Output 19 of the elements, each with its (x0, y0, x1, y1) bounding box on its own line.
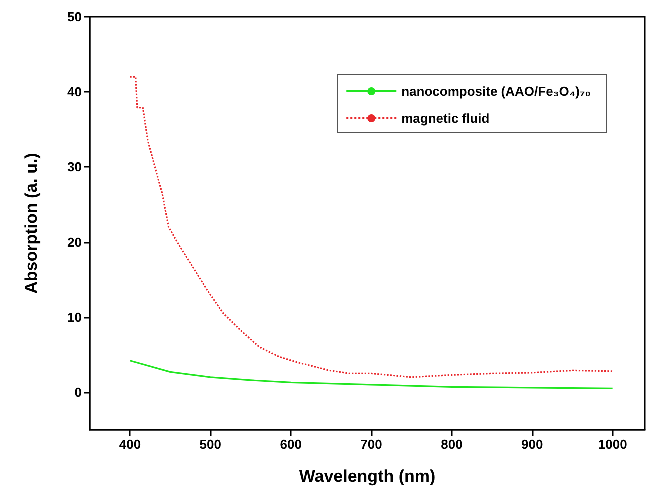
y-axis-title: Absorption (a. u.) (22, 153, 41, 294)
x-tick-label: 500 (200, 437, 222, 452)
y-tick-label: 50 (68, 10, 82, 24)
x-tick-label: 600 (280, 437, 302, 452)
x-tick-label: 800 (441, 437, 463, 452)
line-series (129, 76, 614, 378)
legend-label: magnetic fluid (402, 111, 490, 126)
x-tick-label: 400 (119, 437, 142, 452)
legend-label: nanocomposite (AAO/Fe₃O₄)₇₀ (402, 84, 592, 99)
x-axis-title: Wavelength (nm) (299, 467, 436, 486)
y-tick-label: 40 (68, 84, 82, 100)
y-tick-label: 0 (74, 384, 82, 400)
x-tick-label: 1000 (598, 437, 628, 452)
x-tick-label: 700 (360, 437, 382, 452)
y-tick-label: 10 (68, 310, 82, 325)
x-tick-label: 900 (522, 437, 544, 452)
y-tick-label: 30 (68, 160, 82, 175)
line-series (129, 360, 614, 390)
y-tick-label: 20 (68, 234, 82, 250)
